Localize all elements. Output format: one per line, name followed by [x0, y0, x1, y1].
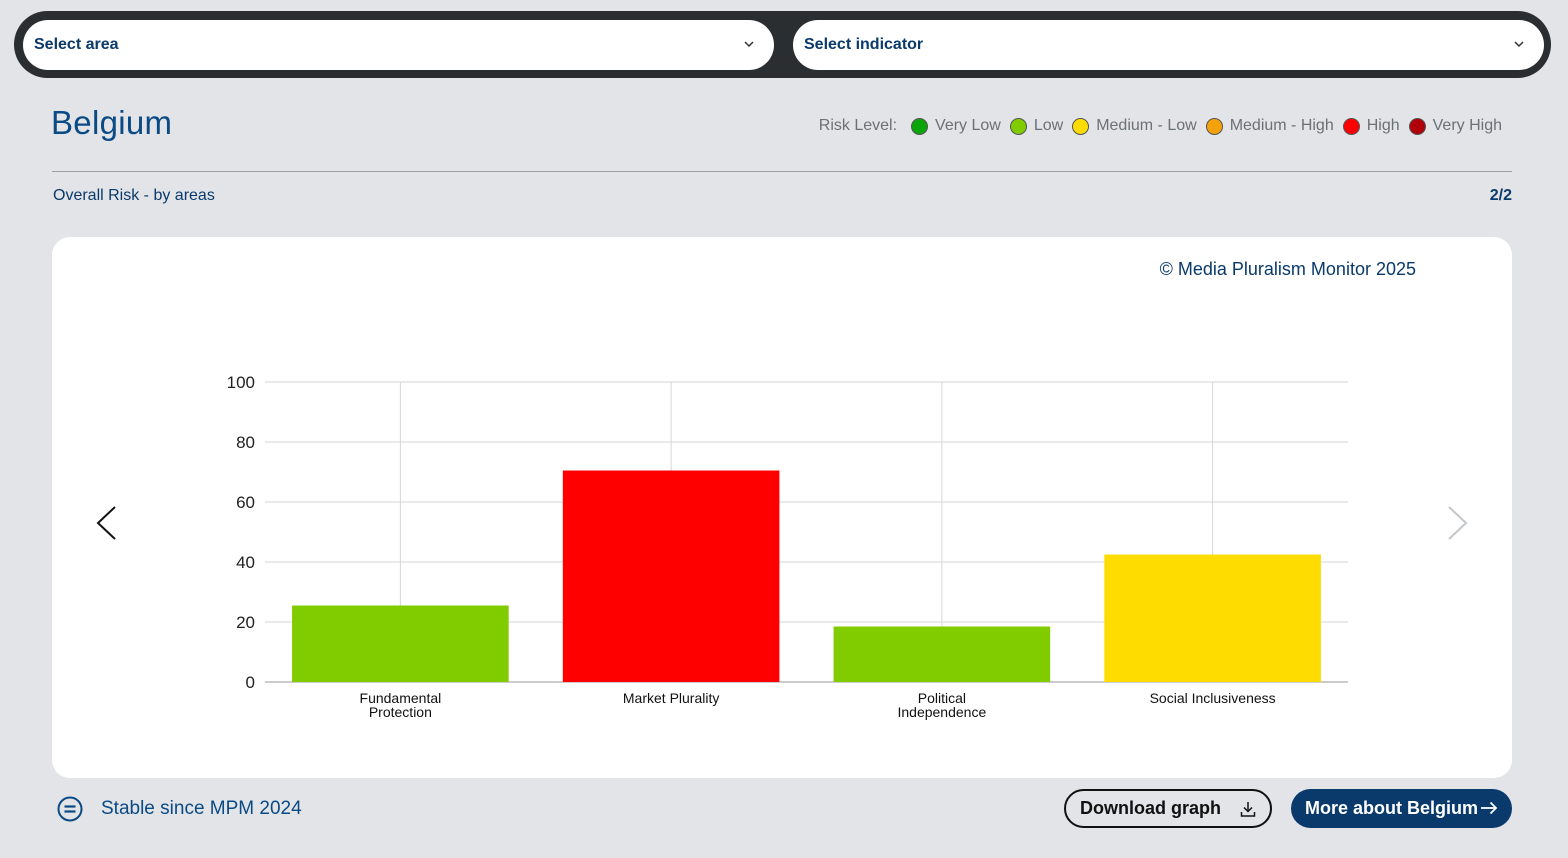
risk-legend: Risk Level: Very Low Low Medium - Low Me…	[819, 114, 1502, 138]
bar-chart: 0 20 40 60 80 100 Fundamental Protection Market …	[227, 373, 1348, 720]
risk-legend-item-medium-high: Medium - High	[1205, 117, 1334, 135]
chart-view-subtitle: Overall Risk - by areas	[53, 187, 215, 204]
x-tick-label: Market Plurality	[623, 690, 719, 706]
bar	[562, 470, 780, 682]
bar	[833, 626, 1051, 682]
trend-status-text: Stable since MPM 2024	[101, 798, 302, 819]
risk-label-very-high: Very High	[1432, 117, 1502, 134]
y-tick-label: 0	[246, 673, 255, 692]
risk-dot-high	[1342, 117, 1360, 135]
more-about-country-button[interactable]: More about Belgium	[1291, 789, 1512, 828]
select-area-dropdown[interactable]: Select area	[23, 20, 774, 70]
risk-dot-medium-high	[1205, 117, 1223, 135]
y-tick-label: 40	[236, 553, 255, 572]
more-about-country-label: More about Belgium	[1305, 798, 1479, 818]
risk-dot-low	[1009, 117, 1027, 135]
risk-dot-very-low	[911, 117, 929, 135]
risk-legend-item-very-low: Very Low	[911, 117, 1001, 135]
copyright-text: © Media Pluralism Monitor 2025	[1159, 259, 1416, 279]
y-tick-label: 80	[236, 433, 255, 452]
risk-legend-item-medium-low: Medium - Low	[1072, 117, 1197, 135]
y-tick-label: 60	[236, 493, 255, 512]
x-tick-label: Social Inclusiveness	[1150, 690, 1276, 706]
download-icon	[1240, 802, 1256, 817]
select-area-label: Select area	[34, 36, 119, 53]
equals-circle-icon	[57, 796, 83, 822]
x-tick-label: Fundamental Protection	[360, 690, 442, 720]
bar	[292, 605, 509, 682]
risk-legend-item-high: High	[1342, 117, 1400, 135]
page-indicator: 2/2	[1489, 187, 1512, 204]
risk-label-medium-low: Medium - Low	[1096, 117, 1197, 134]
chevron-right-icon[interactable]	[1445, 505, 1469, 541]
arrow-right-icon	[1481, 801, 1498, 815]
risk-label-medium-high: Medium - High	[1229, 117, 1334, 134]
filter-bar: Select area Select indicator	[14, 11, 1551, 78]
download-graph-button[interactable]: Download graph	[1064, 789, 1272, 828]
y-tick-label: 100	[227, 373, 255, 392]
risk-legend-item-very-high: Very High	[1408, 117, 1502, 135]
select-indicator-dropdown[interactable]: Select indicator	[793, 20, 1544, 70]
y-tick-label: 20	[236, 613, 255, 632]
risk-label-very-low: Very Low	[935, 117, 1001, 134]
x-tick-label: Political Independence	[897, 690, 986, 720]
trend-status: Stable since MPM 2024	[57, 796, 302, 822]
risk-dot-medium-low	[1072, 117, 1090, 135]
chevron-left-icon[interactable]	[95, 505, 119, 541]
risk-label-high: High	[1366, 117, 1400, 134]
chevron-down-icon	[1514, 41, 1524, 48]
risk-legend-item-low: Low	[1009, 117, 1064, 135]
chart-card: © Media Pluralism Monitor 2025 0 20 40 60 80…	[52, 237, 1512, 778]
page-title: Belgium	[51, 104, 173, 141]
header-divider	[52, 171, 1512, 172]
chevron-down-icon	[744, 41, 754, 48]
select-indicator-label: Select indicator	[804, 36, 924, 53]
download-graph-label: Download graph	[1080, 798, 1221, 818]
risk-dot-very-high	[1408, 117, 1426, 135]
risk-label-low: Low	[1033, 117, 1064, 134]
bar	[1104, 554, 1321, 682]
risk-legend-title: Risk Level:	[818, 117, 898, 134]
